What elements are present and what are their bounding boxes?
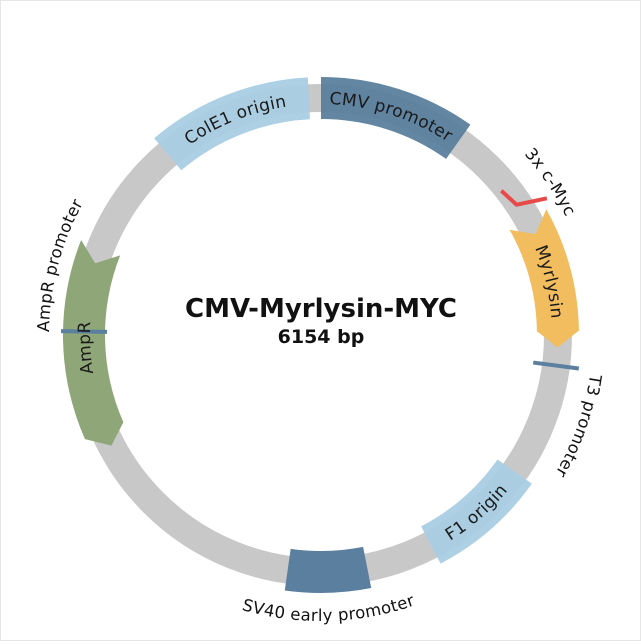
plasmid-name: CMV-Myrlysin-MYC xyxy=(185,294,457,324)
f1-origin-feature[interactable] xyxy=(421,459,532,564)
cmv-promoter-feature[interactable] xyxy=(321,77,471,159)
sv40-early-promoter-label-path: SV40 early promoter xyxy=(240,591,416,625)
ampr-promoter-mark[interactable] xyxy=(61,329,108,334)
ampr-feature[interactable] xyxy=(62,239,124,446)
ampr-label-path: AmpR xyxy=(75,321,98,375)
sv40-early-promoter-feature[interactable] xyxy=(284,546,372,593)
sv40-early-promoter-label: SV40 early promoter xyxy=(240,591,417,625)
t3-promoter-mark[interactable] xyxy=(532,360,580,371)
colE1-origin-feature[interactable] xyxy=(154,77,310,171)
ampr-label: AmpR xyxy=(75,321,98,375)
c-myc-tag-mark[interactable] xyxy=(499,189,548,207)
plasmid-size: 6154 bp xyxy=(278,326,365,348)
myrlysin-feature[interactable] xyxy=(509,209,579,348)
